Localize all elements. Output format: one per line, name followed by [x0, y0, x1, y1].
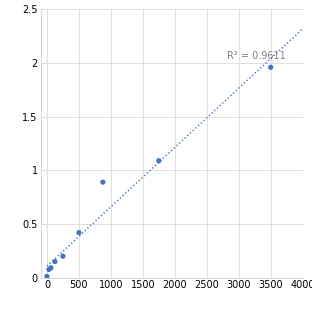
- Point: [268, 65, 273, 70]
- Point: [156, 158, 161, 163]
- Point: [46, 267, 51, 272]
- Point: [61, 254, 66, 259]
- Point: [76, 230, 81, 235]
- Point: [52, 259, 57, 264]
- Point: [100, 180, 105, 185]
- Point: [48, 265, 53, 270]
- Point: [44, 274, 49, 279]
- Text: R² = 0.9611: R² = 0.9611: [227, 51, 286, 61]
